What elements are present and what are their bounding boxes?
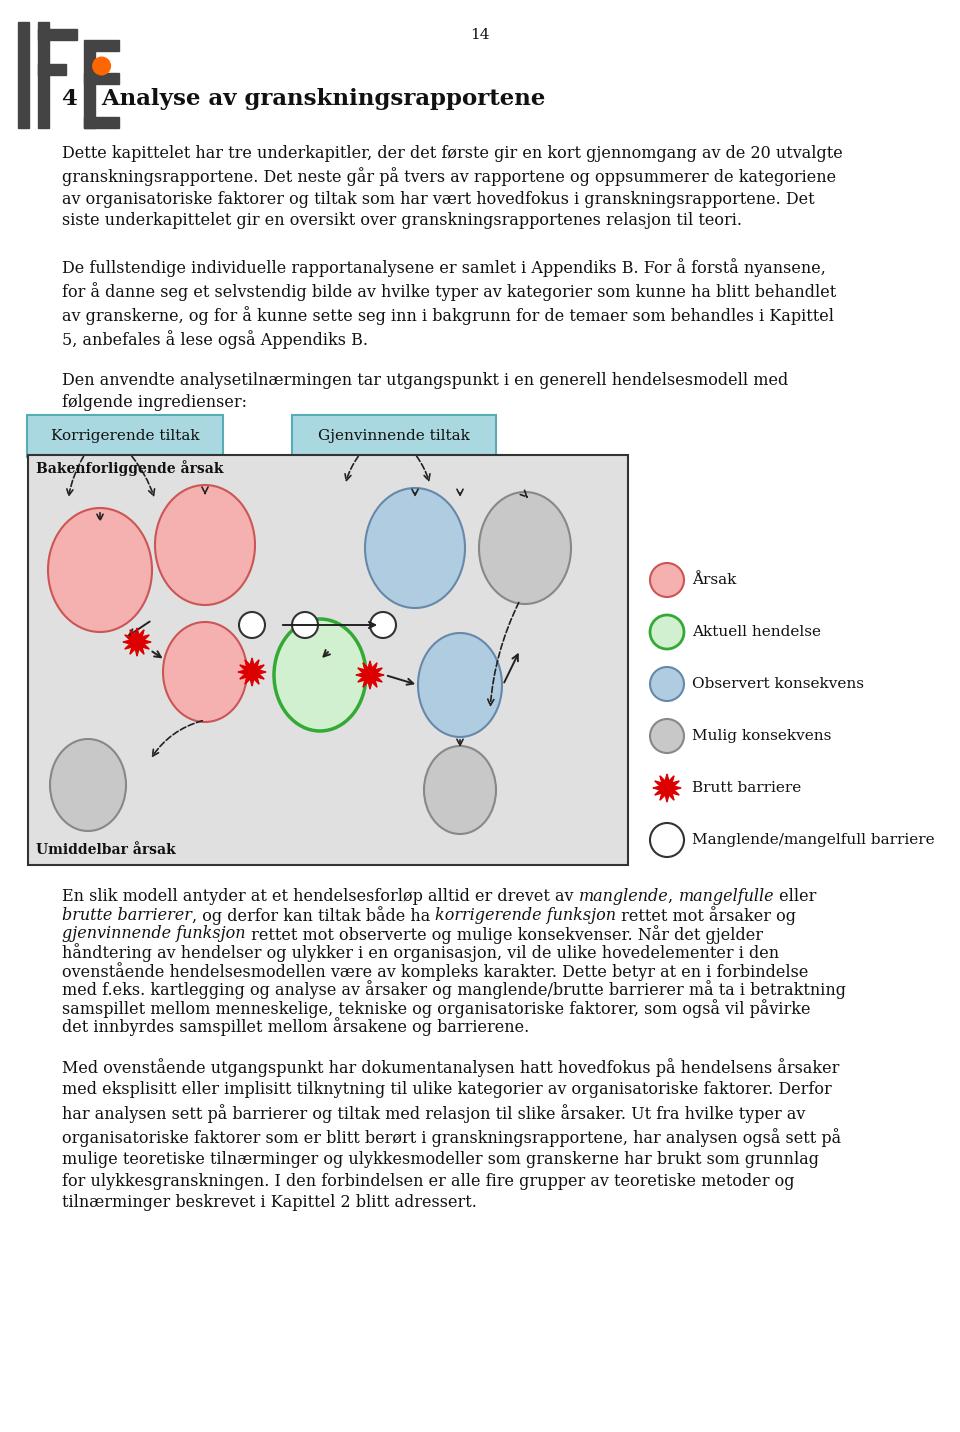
Text: korrigerende funksjon: korrigerende funksjon [435, 906, 616, 924]
Text: brutte barrierer: brutte barrierer [62, 906, 192, 924]
Bar [84, 50, 95, 127]
Text: , og derfor kan tiltak både ha: , og derfor kan tiltak både ha [192, 906, 435, 925]
Text: De fullstendige individuelle rapportanalysene er samlet i Appendiks B. For å for: De fullstendige individuelle rapportanal… [62, 258, 836, 349]
Text: mangelfulle: mangelfulle [679, 888, 775, 905]
Text: med f.eks. kartlegging og analyse av årsaker og manglende/brutte barrierer må ta: med f.eks. kartlegging og analyse av års… [62, 981, 846, 1000]
Ellipse shape [48, 508, 152, 632]
Text: Korrigerende tiltak: Korrigerende tiltak [51, 430, 200, 442]
Ellipse shape [424, 746, 496, 833]
Text: En slik modell antyder at et hendelsesforløp alltid er drevet av: En slik modell antyder at et hendelsesfo… [62, 888, 579, 905]
Text: Observert konsekvens: Observert konsekvens [692, 677, 864, 692]
Text: 4   Analyse av granskningsrapportene: 4 Analyse av granskningsrapportene [62, 87, 545, 110]
Polygon shape [123, 629, 151, 656]
Ellipse shape [650, 719, 684, 753]
Text: ,: , [668, 888, 679, 905]
Circle shape [292, 611, 318, 639]
Text: eller: eller [775, 888, 817, 905]
Text: Gjenvinnende tiltak: Gjenvinnende tiltak [318, 430, 470, 442]
Polygon shape [356, 662, 384, 689]
Text: Med ovenstående utgangspunkt har dokumentanalysen hatt hovedfokus på hendelsens : Med ovenstående utgangspunkt har dokumen… [62, 1058, 841, 1211]
FancyBboxPatch shape [292, 415, 496, 457]
Text: Bakenforliggende årsak: Bakenforliggende årsak [36, 460, 224, 475]
Text: Umiddelbar årsak: Umiddelbar årsak [36, 843, 176, 856]
Text: Mulig konsekvens: Mulig konsekvens [692, 729, 831, 743]
Ellipse shape [650, 614, 684, 649]
Bar [84, 116, 119, 127]
FancyBboxPatch shape [27, 415, 223, 457]
Text: det innbyrdes samspillet mellom årsakene og barrierene.: det innbyrdes samspillet mellom årsakene… [62, 1018, 529, 1037]
Bar [37, 21, 49, 127]
Text: 14: 14 [470, 29, 490, 42]
Text: Dette kapittelet har tre underkapitler, der det første gir en kort gjennomgang a: Dette kapittelet har tre underkapitler, … [62, 145, 843, 229]
Polygon shape [653, 775, 681, 802]
Ellipse shape [650, 563, 684, 597]
Polygon shape [238, 657, 266, 686]
Circle shape [239, 611, 265, 639]
Text: rettet mot årsaker og: rettet mot årsaker og [616, 906, 796, 925]
Ellipse shape [418, 633, 502, 737]
Text: Aktuell hendelse: Aktuell hendelse [692, 624, 821, 639]
Bar [84, 73, 119, 83]
Ellipse shape [650, 667, 684, 702]
Ellipse shape [155, 485, 255, 604]
Ellipse shape [365, 488, 465, 609]
Text: håndtering av hendelser og ulykker i en organisasjon, vil de ulike hovedelemente: håndtering av hendelser og ulykker i en … [62, 944, 780, 962]
Text: Manglende/mangelfull barriere: Manglende/mangelfull barriere [692, 833, 935, 846]
Text: manglende: manglende [579, 888, 668, 905]
Bar [84, 40, 119, 50]
Text: ovenstående hendelsesmodellen være av kompleks karakter. Dette betyr at en i for: ovenstående hendelsesmodellen være av ko… [62, 962, 808, 981]
Bar [37, 64, 66, 74]
Ellipse shape [50, 739, 126, 831]
Text: rettet mot observerte og mulige konsekvenser. Når det gjelder: rettet mot observerte og mulige konsekve… [246, 925, 762, 944]
Text: Brutt barriere: Brutt barriere [692, 780, 802, 795]
Circle shape [370, 611, 396, 639]
Circle shape [650, 823, 684, 856]
Text: Den anvendte analysetilnærmingen tar utgangspunkt i en generell hendelsesmodell : Den anvendte analysetilnærmingen tar utg… [62, 372, 788, 411]
Ellipse shape [479, 493, 571, 604]
Bar [28, 455, 628, 865]
Circle shape [93, 57, 110, 74]
Bar [37, 29, 78, 40]
Ellipse shape [274, 619, 366, 730]
Text: Årsak: Årsak [692, 573, 736, 587]
Ellipse shape [163, 621, 247, 722]
Bar [18, 21, 29, 127]
Text: gjenvinnende funksjon: gjenvinnende funksjon [62, 925, 246, 942]
Text: samspillet mellom menneskelige, tekniske og organisatoriske faktorer, som også v: samspillet mellom menneskelige, tekniske… [62, 1000, 810, 1018]
